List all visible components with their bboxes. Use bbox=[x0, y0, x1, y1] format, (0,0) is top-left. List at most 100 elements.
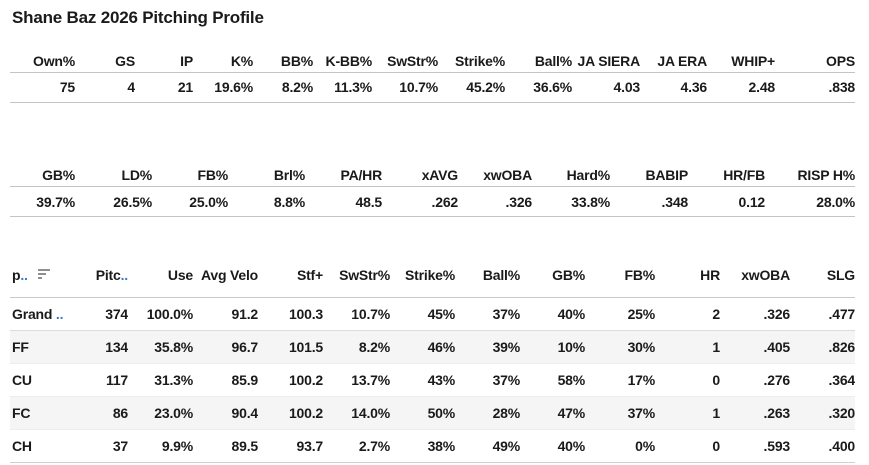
header-row: GB% LD% FB% Brl% PA/HR xAVG xwOBA Hard% … bbox=[10, 165, 855, 187]
col-header: IP bbox=[180, 52, 193, 69]
stat-value: .826 bbox=[828, 338, 855, 355]
stat-value: 49% bbox=[492, 437, 520, 454]
stat-value: 35.8% bbox=[154, 338, 193, 355]
stat-value: 58% bbox=[557, 371, 585, 388]
stat-value: 17% bbox=[627, 371, 655, 388]
col-header[interactable]: SwStr% bbox=[339, 266, 390, 283]
stat-value: 90.4 bbox=[231, 404, 258, 421]
stat-value: 8.2% bbox=[358, 338, 390, 355]
stat-value: 2.7% bbox=[358, 437, 390, 454]
stat-value: 21 bbox=[177, 79, 193, 95]
col-header: K-BB% bbox=[325, 52, 372, 69]
stat-value: 75 bbox=[59, 79, 75, 95]
stat-value: 37 bbox=[112, 437, 128, 454]
truncation-ellipsis: .. bbox=[52, 305, 64, 322]
stat-value: 8.2% bbox=[281, 79, 313, 95]
stat-value: 40% bbox=[557, 437, 585, 454]
col-header: RISP H% bbox=[797, 167, 855, 184]
stat-value: 4.03 bbox=[613, 79, 640, 95]
col-header: GB% bbox=[42, 167, 75, 184]
truncation-ellipsis: .. bbox=[120, 266, 128, 283]
col-header: BABIP bbox=[645, 167, 688, 184]
stat-value: 23.0% bbox=[154, 404, 193, 421]
col-header[interactable]: Avg Velo bbox=[200, 266, 258, 283]
stat-value: 4 bbox=[127, 79, 135, 95]
stat-value: 26.5% bbox=[113, 193, 152, 210]
stat-value: 39% bbox=[492, 338, 520, 355]
pitch-type-cell: CU bbox=[10, 363, 80, 396]
col-header[interactable]: Use bbox=[167, 266, 193, 283]
col-header[interactable]: Strike% bbox=[405, 266, 455, 283]
stat-value: .593 bbox=[763, 437, 790, 454]
stat-value: 10% bbox=[557, 338, 585, 355]
stat-value: 36.6% bbox=[533, 79, 572, 95]
stat-value: 37% bbox=[492, 371, 520, 388]
col-header[interactable]: HR bbox=[700, 266, 720, 283]
col-header: xwOBA bbox=[483, 167, 532, 184]
stat-value: 9.9% bbox=[161, 437, 193, 454]
stat-value: 2 bbox=[712, 305, 720, 322]
stat-value: 374 bbox=[105, 305, 128, 322]
stat-value: 93.7 bbox=[296, 437, 323, 454]
stat-value: 100.3 bbox=[288, 305, 323, 322]
stat-value: 45% bbox=[427, 305, 455, 322]
col-header: Strike% bbox=[455, 52, 505, 69]
stat-value: 37% bbox=[492, 305, 520, 322]
col-header[interactable]: GB% bbox=[552, 266, 585, 283]
pitch-row-ch: CH 37 9.9% 89.5 93.7 2.7% 38% 49% 40% 0%… bbox=[10, 429, 855, 462]
stat-value: 0 bbox=[712, 437, 720, 454]
col-header[interactable]: FB% bbox=[624, 266, 655, 283]
col-header[interactable]: Ball% bbox=[482, 266, 520, 283]
stat-value: .276 bbox=[763, 371, 790, 388]
stat-value: 30% bbox=[627, 338, 655, 355]
col-header[interactable]: SLG bbox=[826, 266, 855, 283]
sort-descending-icon[interactable] bbox=[38, 268, 51, 279]
stat-value: .262 bbox=[431, 193, 458, 210]
col-header: K% bbox=[230, 52, 253, 69]
row-label: FF bbox=[12, 338, 29, 355]
stat-value: 48.5 bbox=[355, 193, 382, 210]
col-header-label: p bbox=[12, 266, 21, 283]
col-header: PA/HR bbox=[340, 167, 382, 184]
col-header-label: Pitc bbox=[95, 266, 121, 283]
stat-value: 100.2 bbox=[288, 371, 323, 388]
stat-value: 50% bbox=[427, 404, 455, 421]
header-row: p.. Pitc.. Use Avg Velo Stf+ SwStr% Stri… bbox=[10, 253, 855, 297]
pitch-row-grand-total: Grand .. 374 100.0% 91.2 100.3 10.7% 45%… bbox=[10, 297, 855, 330]
pitch-row-cu: CU 117 31.3% 85.9 100.2 13.7% 43% 37% 58… bbox=[10, 363, 855, 396]
stat-value: .320 bbox=[828, 404, 855, 421]
stat-value: .364 bbox=[828, 371, 855, 388]
stat-value: 89.5 bbox=[231, 437, 258, 454]
col-header[interactable]: xwOBA bbox=[741, 266, 790, 283]
stat-value: 117 bbox=[106, 371, 128, 388]
col-header: LD% bbox=[121, 167, 152, 184]
col-header-pitches[interactable]: Pitc.. bbox=[80, 253, 128, 297]
stat-value: .400 bbox=[828, 437, 855, 454]
col-header: xAVG bbox=[421, 167, 458, 184]
stat-value: 91.2 bbox=[231, 305, 258, 322]
stat-value: 86 bbox=[112, 404, 128, 421]
stat-value: 28.0% bbox=[816, 193, 855, 210]
truncation-ellipsis: .. bbox=[20, 266, 28, 283]
stat-value: .348 bbox=[661, 193, 688, 210]
col-header: SwStr% bbox=[387, 52, 438, 69]
col-header[interactable]: Stf+ bbox=[296, 266, 323, 283]
stat-value: 0% bbox=[635, 437, 655, 454]
pitch-row-fc: FC 86 23.0% 90.4 100.2 14.0% 50% 28% 47%… bbox=[10, 396, 855, 429]
stats-row: 75 4 21 19.6% 8.2% 11.3% 10.7% 45.2% 36.… bbox=[10, 72, 855, 102]
pitch-type-cell: CH bbox=[10, 429, 80, 462]
summary-stats-table-1: Own% GS IP K% BB% K-BB% SwStr% Strike% B… bbox=[10, 50, 855, 103]
header-row: Own% GS IP K% BB% K-BB% SwStr% Strike% B… bbox=[10, 50, 855, 72]
col-header: Ball% bbox=[534, 52, 572, 69]
col-header-pitch-type[interactable]: p.. bbox=[10, 253, 80, 297]
stat-value: 28% bbox=[492, 404, 520, 421]
col-header: OPS bbox=[826, 52, 855, 69]
col-header: WHIP+ bbox=[731, 52, 775, 69]
stat-value: 43% bbox=[427, 371, 455, 388]
stat-value: 47% bbox=[557, 404, 585, 421]
stat-value: 101.5 bbox=[288, 338, 323, 355]
pitch-type-cell: Grand .. bbox=[10, 297, 80, 330]
stat-value: .477 bbox=[828, 305, 855, 322]
stat-value: 4.36 bbox=[680, 79, 707, 95]
